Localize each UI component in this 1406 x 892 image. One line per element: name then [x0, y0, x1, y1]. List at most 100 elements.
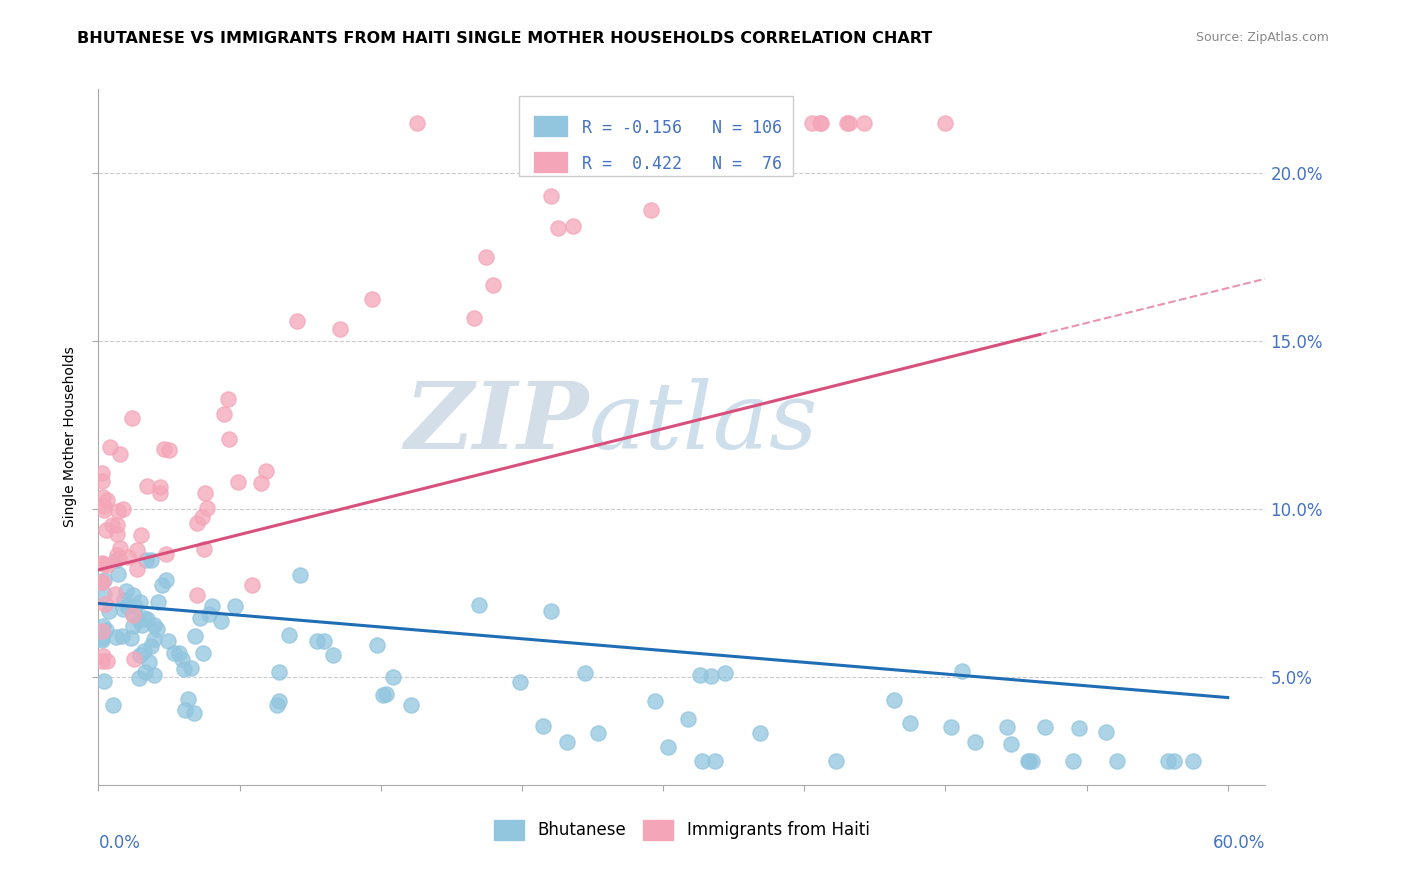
Point	[838, 116, 860, 130]
Point	[139, 553, 162, 567]
Point	[108, 551, 131, 566]
Point	[1163, 755, 1185, 769]
Point	[808, 116, 831, 130]
Point	[810, 116, 832, 130]
Point	[180, 661, 202, 675]
Point	[965, 735, 987, 749]
Point	[93, 558, 115, 572]
Point	[950, 664, 973, 678]
Point	[676, 712, 699, 726]
FancyBboxPatch shape	[533, 115, 568, 137]
Point	[835, 116, 858, 130]
Point	[218, 392, 240, 406]
Point	[184, 629, 207, 643]
Point	[329, 321, 352, 335]
Point	[104, 587, 127, 601]
Point	[218, 432, 240, 446]
Point	[149, 479, 172, 493]
Point	[801, 116, 824, 130]
Point	[136, 612, 159, 626]
Point	[547, 220, 569, 235]
Point	[1095, 724, 1118, 739]
Point	[1069, 721, 1091, 735]
Point	[934, 116, 956, 130]
Point	[588, 151, 610, 165]
Point	[186, 516, 208, 530]
Point	[93, 503, 115, 517]
Text: BHUTANESE VS IMMIGRANTS FROM HAITI SINGLE MOTHER HOUSEHOLDS CORRELATION CHART: BHUTANESE VS IMMIGRANTS FROM HAITI SINGL…	[77, 31, 932, 46]
Point	[1000, 738, 1022, 752]
Point	[721, 116, 744, 130]
Point	[191, 510, 214, 524]
Point	[574, 665, 596, 680]
Point	[105, 553, 128, 567]
Point	[152, 578, 174, 592]
Point	[115, 599, 138, 613]
Point	[91, 574, 114, 589]
Point	[91, 654, 114, 668]
Point	[110, 446, 132, 460]
Point	[104, 630, 127, 644]
Point	[382, 670, 405, 684]
Point	[997, 720, 1019, 734]
Point	[197, 607, 219, 621]
Point	[111, 601, 134, 615]
Point	[122, 607, 145, 621]
Point	[1021, 755, 1043, 769]
Point	[107, 567, 129, 582]
Point	[127, 562, 149, 576]
Point	[125, 543, 148, 558]
Point	[131, 528, 153, 542]
Point	[749, 726, 772, 740]
Point	[91, 619, 114, 633]
Point	[91, 633, 114, 648]
Point	[588, 726, 610, 740]
Point	[852, 116, 875, 130]
Point	[194, 485, 217, 500]
Point	[94, 597, 117, 611]
Point	[266, 698, 288, 712]
Point	[173, 662, 195, 676]
Point	[149, 485, 172, 500]
Text: ZIP: ZIP	[405, 378, 589, 468]
Point	[765, 116, 787, 130]
Point	[121, 619, 143, 633]
Point	[540, 604, 562, 618]
Point	[898, 716, 921, 731]
Point	[135, 553, 157, 567]
Point	[153, 442, 176, 457]
Point	[682, 116, 704, 130]
FancyBboxPatch shape	[533, 151, 568, 173]
Point	[93, 673, 115, 688]
Point	[155, 574, 177, 588]
Text: 0.0%: 0.0%	[98, 834, 141, 852]
Point	[322, 648, 344, 663]
Point	[463, 310, 485, 325]
Point	[128, 648, 150, 662]
Point	[474, 250, 496, 264]
Point	[136, 479, 159, 493]
Point	[188, 610, 211, 624]
Point	[288, 568, 311, 582]
Point	[91, 631, 114, 645]
Point	[124, 599, 146, 613]
Point	[468, 599, 491, 613]
Point	[122, 652, 145, 666]
Point	[640, 202, 662, 217]
Point	[883, 692, 905, 706]
Legend: Bhutanese, Immigrants from Haiti: Bhutanese, Immigrants from Haiti	[488, 814, 876, 847]
Text: 60.0%: 60.0%	[1213, 834, 1265, 852]
Point	[93, 587, 115, 601]
Point	[128, 671, 150, 685]
Point	[163, 646, 186, 660]
Point	[689, 668, 711, 682]
Point	[91, 474, 114, 488]
Point	[240, 578, 263, 592]
Point	[108, 541, 131, 555]
Point	[825, 755, 848, 769]
Point	[555, 735, 578, 749]
Point	[143, 632, 166, 646]
Point	[132, 644, 155, 658]
Point	[314, 634, 336, 648]
Point	[93, 499, 115, 513]
